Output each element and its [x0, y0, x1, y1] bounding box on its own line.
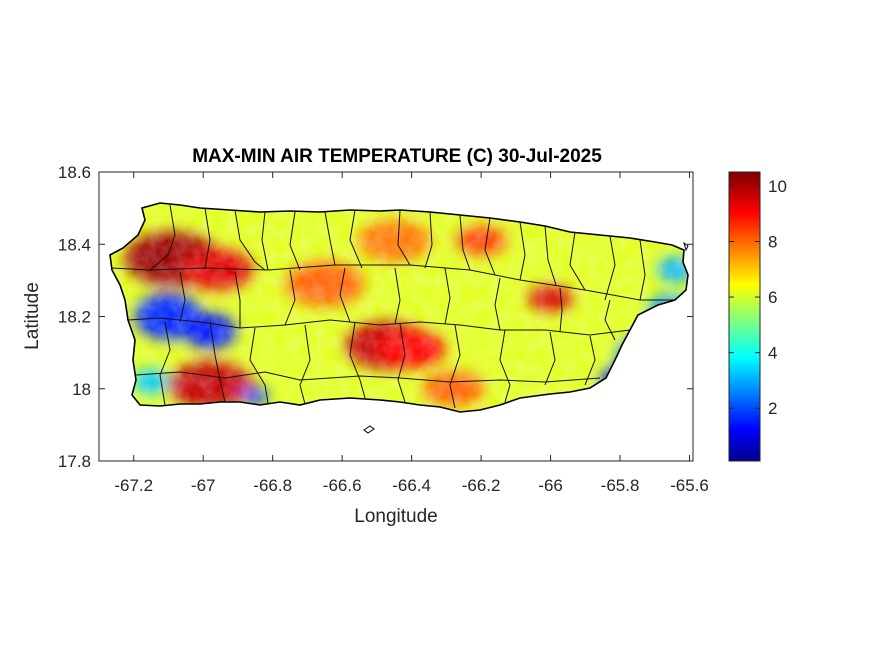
x-tick-label: -66.4: [392, 476, 431, 495]
chart-title: MAX-MIN AIR TEMPERATURE (C) 30-Jul-2025: [192, 146, 602, 167]
x-tick-label: -66.8: [253, 476, 292, 495]
municipal-boundaries: [111, 204, 675, 409]
x-axis: -67.2 -67 -66.8 -66.6 -66.4 -66.2 -66 -65.8 -65.…: [114, 172, 709, 495]
y-tick-label: 17.8: [58, 452, 91, 471]
x-axis-label: Longitude: [354, 506, 437, 527]
x-tick-label: -66.2: [462, 476, 501, 495]
y-tick-label: 18.2: [58, 308, 91, 327]
y-tick-label: 18.4: [58, 235, 91, 254]
x-tick-label: -67: [191, 476, 216, 495]
colorbar-tick-label: 10: [768, 177, 787, 196]
y-tick-label: 18: [72, 380, 91, 399]
colorbar-tick-label: 6: [768, 288, 777, 307]
colorbar-tick-label: 2: [768, 399, 777, 418]
y-axis-label: Latitude: [22, 282, 43, 350]
x-tick-label: -65.6: [670, 476, 709, 495]
caja-de-muertos-islet: [363, 425, 375, 434]
y-axis: 17.8 18 18.2 18.4 18.6: [58, 163, 693, 471]
x-tick-label: -67.2: [114, 476, 153, 495]
x-tick-label: -65.8: [601, 476, 640, 495]
y-tick-label: 18.6: [58, 163, 91, 182]
x-tick-label: -66: [538, 476, 563, 495]
colorbar: [728, 171, 761, 462]
offshore-islet: [683, 241, 689, 252]
colorbar-tick-label: 4: [768, 344, 777, 363]
colorbar-tick-label: 8: [768, 232, 777, 251]
colorbar-ticks: 2 4 6 8 10: [729, 177, 787, 418]
x-tick-label: -66.6: [323, 476, 362, 495]
